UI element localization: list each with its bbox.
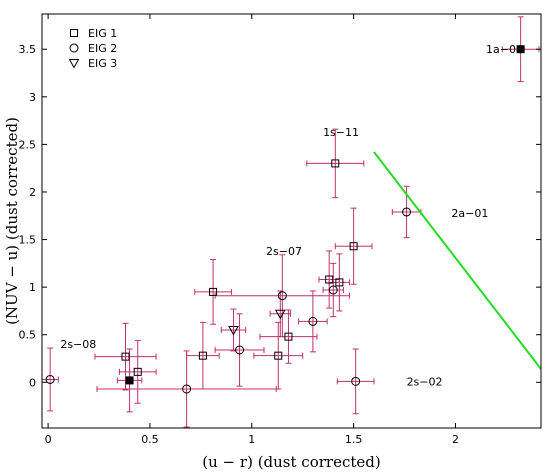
circle-point: [351, 376, 361, 386]
square-point: [133, 367, 142, 376]
x-tick-label: 0.5: [141, 433, 159, 446]
point-annotation: 2a−01: [451, 207, 488, 220]
square-point: [125, 376, 134, 385]
square-point: [331, 159, 340, 168]
line-layer: [373, 151, 541, 370]
legend-label: EIG 2: [88, 42, 117, 55]
square-point: [274, 351, 283, 360]
triangle-point: [274, 309, 286, 320]
circle-point: [235, 345, 245, 355]
x-tick-label: 1: [248, 433, 255, 446]
circle-point: [308, 316, 318, 326]
legend-triangle-icon: [68, 59, 80, 69]
x-tick-label: 2: [452, 433, 459, 446]
square-point: [284, 332, 293, 341]
square-point: [349, 242, 358, 251]
point-annotation: 2s−02: [407, 375, 443, 388]
y-tick-label: 2: [29, 186, 36, 199]
y-tick-label: 3: [29, 91, 36, 104]
circle-point: [277, 291, 287, 301]
square-point: [121, 352, 130, 361]
point-annotation: 2s−08: [60, 338, 96, 351]
y-tick-label: 1.5: [19, 234, 37, 247]
square-point: [198, 351, 207, 360]
legend-circle-icon: [69, 43, 79, 53]
points-layer: [45, 45, 525, 394]
y-tick-label: 1: [29, 281, 36, 294]
annotation-layer: 1a−04 1s−11 2a−01 2s−07 2s−08 2s−02: [60, 43, 523, 388]
y-tick-label: 2.5: [19, 138, 37, 151]
y-axis-label: (NUV − u) (dust corrected): [3, 117, 21, 325]
y-tick-label: 0.5: [19, 329, 37, 342]
point-annotation: 1a−04: [486, 43, 523, 56]
square-point: [209, 287, 218, 296]
x-axis-label: (u − r) (dust corrected): [202, 453, 380, 471]
circle-point: [402, 207, 412, 217]
plot-frame: [41, 13, 542, 429]
x-tick-label: 0: [45, 433, 52, 446]
circle-point: [45, 374, 55, 384]
legend-label: EIG 1: [88, 27, 117, 40]
legend: EIG 1 EIG 2 EIG 3: [68, 27, 117, 70]
x-tick-label: 1.5: [345, 433, 363, 446]
square-point: [325, 275, 334, 284]
y-tick-label: 0: [29, 376, 36, 389]
circle-point: [328, 285, 338, 295]
triangle-point: [228, 325, 239, 336]
circle-point: [182, 384, 192, 394]
legend-square-icon: [70, 29, 78, 37]
errorbar-layer: [42, 16, 540, 428]
legend-label: EIG 3: [88, 57, 117, 70]
square-point: [335, 278, 344, 287]
y-tick-label: 3.5: [19, 43, 37, 56]
tick-layer: 0 0.5 1 1.5 2 0 0.5 1 1.5 2 2.5 3 3.5: [19, 14, 541, 446]
point-annotation: 2s−07: [266, 245, 302, 258]
point-annotation: 1s−11: [323, 126, 359, 139]
green-line: [373, 151, 541, 370]
square-point: [516, 45, 525, 54]
